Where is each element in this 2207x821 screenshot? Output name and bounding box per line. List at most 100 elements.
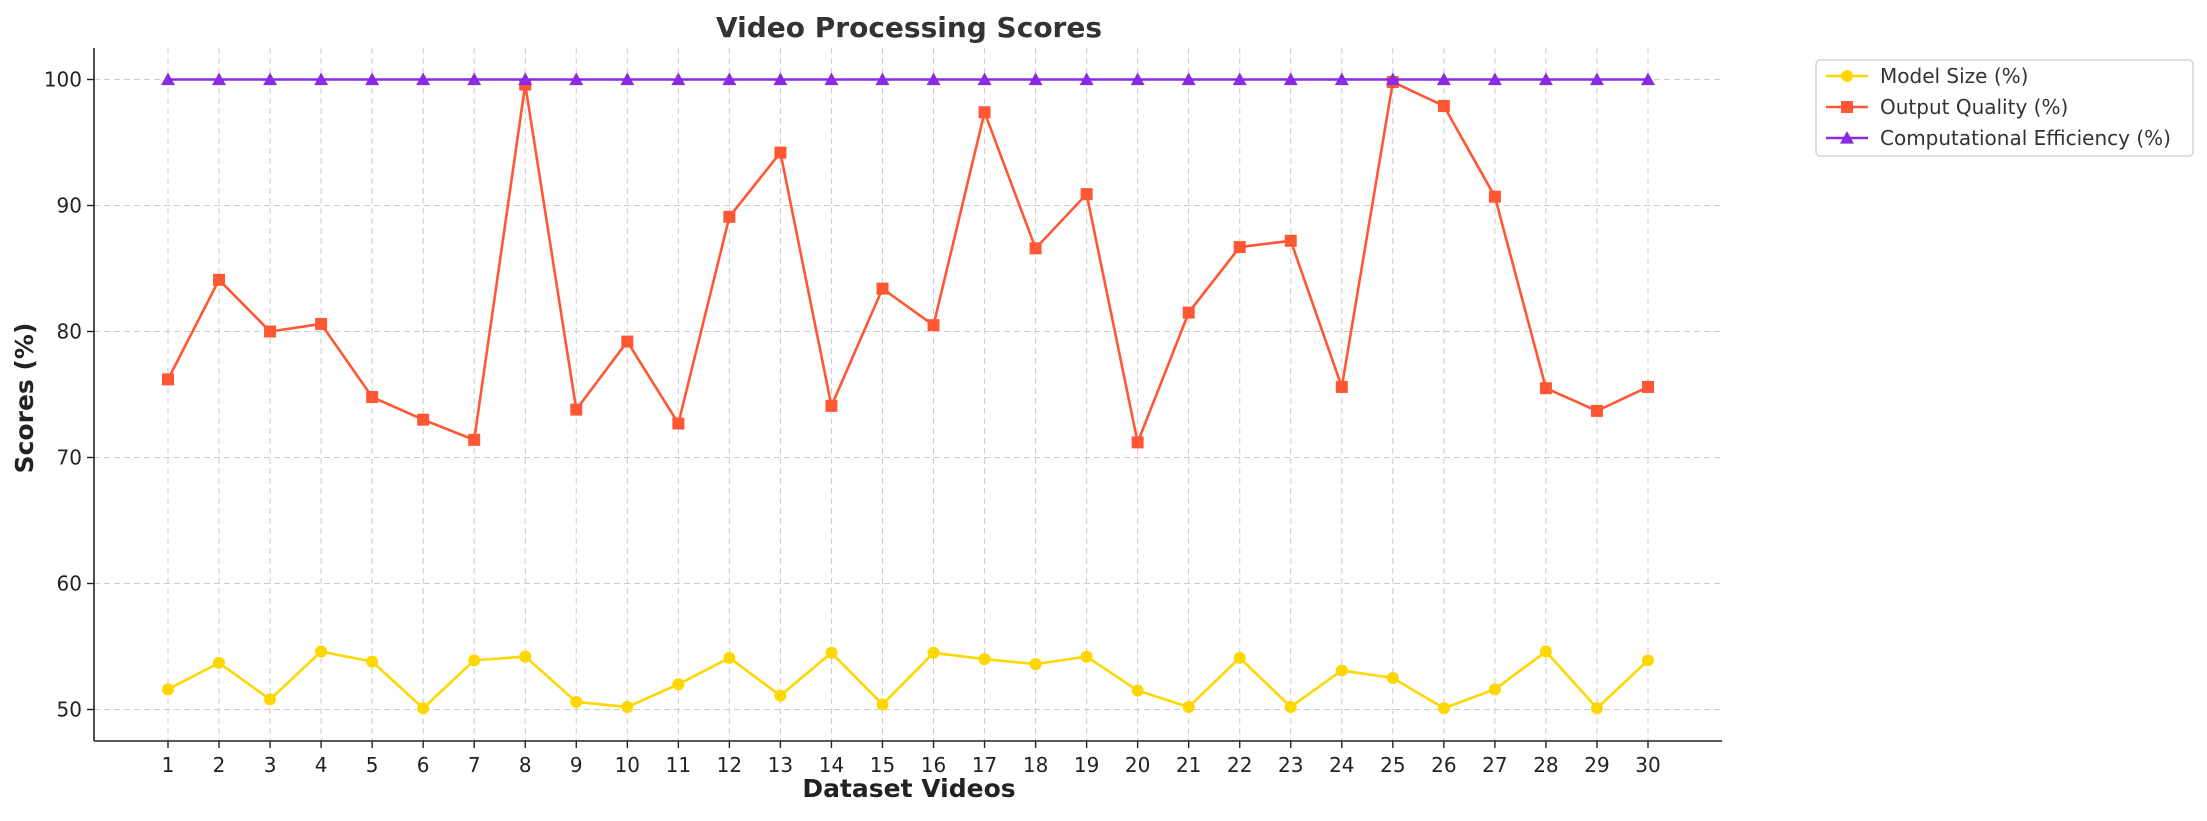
data-point (518, 72, 533, 86)
x-tick-label: 30 (1635, 753, 1660, 777)
data-point (263, 72, 278, 86)
data-point (1642, 380, 1654, 393)
data-point (774, 146, 787, 159)
data-point (876, 282, 889, 295)
series-group (161, 72, 1655, 715)
data-point (977, 72, 992, 86)
data-point (213, 656, 226, 669)
data-point (1386, 672, 1399, 684)
data-point (927, 646, 940, 659)
data-point (1182, 306, 1195, 319)
data-point (1130, 72, 1145, 86)
x-tick-label: 5 (366, 753, 379, 777)
legend-label: Computational Efficiency (%) (1880, 126, 2171, 150)
x-tick-label: 9 (570, 753, 583, 777)
x-tick-label: 13 (768, 753, 793, 777)
x-tick-label: 4 (315, 753, 328, 777)
data-point (876, 698, 889, 711)
data-point (1436, 72, 1451, 86)
data-point (1437, 99, 1450, 112)
x-tick-label: 24 (1329, 753, 1354, 777)
data-point (1488, 190, 1501, 203)
x-tick-label: 10 (615, 753, 640, 777)
legend-entry: Model Size (%) (1826, 64, 2028, 88)
x-tick-label: 25 (1380, 753, 1405, 777)
legend-entry: Computational Efficiency (%) (1826, 126, 2171, 150)
data-point (1080, 650, 1093, 663)
y-tick-label: 80 (57, 320, 82, 344)
data-point (264, 325, 277, 338)
data-point (365, 72, 380, 86)
data-point (1080, 188, 1093, 201)
y-tick-label: 70 (57, 446, 82, 470)
x-tick-label: 19 (1074, 753, 1099, 777)
x-tick-label: 14 (819, 753, 844, 777)
y-axis-label: Scores (%) (10, 323, 39, 474)
data-point (978, 106, 991, 119)
x-tick-label: 12 (717, 753, 742, 777)
data-point (264, 693, 277, 706)
data-point (1487, 72, 1502, 86)
data-point (722, 72, 737, 86)
data-point (1233, 651, 1246, 664)
data-point (773, 72, 788, 86)
x-tick-label: 20 (1125, 753, 1150, 777)
data-point (366, 655, 379, 668)
data-point (825, 646, 838, 659)
y-tick-label: 50 (57, 698, 82, 722)
data-point (774, 689, 787, 702)
data-point (1642, 654, 1654, 667)
data-point (467, 72, 482, 86)
x-tick-label: 26 (1431, 753, 1456, 777)
data-point (519, 650, 532, 663)
data-point (672, 678, 685, 691)
legend-marker (1840, 131, 1854, 144)
data-point (315, 317, 328, 330)
data-point (1488, 683, 1501, 696)
data-point (672, 417, 685, 430)
data-point (468, 433, 481, 446)
data-point (1539, 645, 1552, 658)
data-point (1131, 684, 1144, 697)
data-point (1641, 72, 1655, 86)
data-point (671, 72, 686, 86)
data-point (620, 72, 635, 86)
data-point (468, 654, 481, 667)
data-point (1232, 72, 1247, 86)
data-point (875, 72, 890, 86)
x-tick-label: 27 (1482, 753, 1507, 777)
data-point (621, 335, 634, 348)
x-tick-label: 22 (1227, 753, 1252, 777)
data-point (1334, 72, 1349, 86)
data-point (417, 702, 430, 715)
legend-marker (1841, 70, 1853, 82)
y-tick-label: 100 (44, 68, 82, 92)
x-tick-label: 28 (1533, 753, 1558, 777)
data-point (978, 653, 991, 666)
data-point (570, 403, 583, 416)
data-point (1284, 234, 1297, 247)
data-point (417, 413, 430, 426)
x-tick-label: 1 (162, 753, 175, 777)
data-point (1283, 72, 1298, 86)
x-tick-label: 7 (468, 753, 481, 777)
data-point (161, 72, 175, 86)
data-point (213, 273, 226, 286)
x-tick-label: 17 (972, 753, 997, 777)
data-point (1233, 241, 1246, 254)
y-tick-label: 90 (57, 194, 82, 218)
x-axis-label: Dataset Videos (802, 774, 1015, 803)
series-line (166, 80, 1649, 444)
data-point (1182, 700, 1195, 713)
series-line (167, 650, 1649, 710)
x-tick-label: 15 (870, 753, 895, 777)
grid (94, 48, 1722, 741)
legend: Model Size (%) Output Quality (%) Computat… (1815, 59, 2194, 157)
data-point (1385, 72, 1400, 86)
legend-items: Model Size (%) Output Quality (%) Computat… (1826, 64, 2171, 150)
data-point (1029, 242, 1042, 255)
x-tick-label: 2 (213, 753, 226, 777)
data-point (314, 72, 329, 86)
chart-title: Video Processing Scores (716, 11, 1102, 44)
data-point (723, 210, 736, 223)
